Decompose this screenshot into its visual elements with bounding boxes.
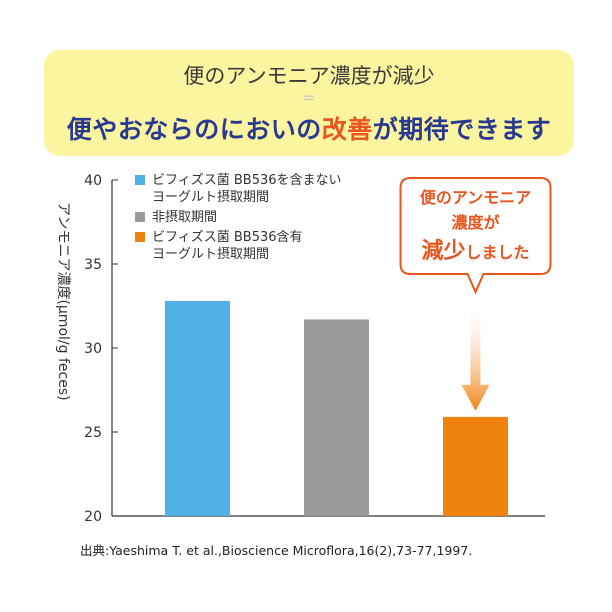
down-arrow-icon — [461, 296, 490, 411]
bar — [443, 416, 508, 516]
legend-swatch — [135, 232, 145, 242]
bar — [165, 300, 230, 516]
legend-label: 非摂取期間 — [152, 209, 217, 225]
banner-line2-highlight: 改善 — [321, 115, 373, 144]
callout-line3: 減少しました — [421, 239, 529, 264]
callout-bubble — [399, 177, 552, 295]
callout-suffix: しました — [466, 243, 530, 262]
legend-label: ヨーグルト摂取期間 — [152, 189, 269, 205]
legend-swatch — [135, 175, 145, 185]
callout-line2: 濃度が — [451, 213, 499, 232]
y-tick-label: 35 — [84, 257, 102, 273]
callout-emphasis: 減少 — [421, 239, 465, 264]
banner-line1: 便のアンモニア濃度が減少 — [183, 64, 435, 88]
banner-line2-part2: が期待できます — [372, 115, 552, 144]
callout-line1: 便のアンモニア — [420, 188, 531, 207]
y-tick-label: 30 — [84, 341, 102, 357]
source-citation: 出典:Yaeshima T. et al.,Bioscience Microfl… — [80, 543, 473, 558]
legend-label: ヨーグルト摂取期間 — [152, 246, 269, 262]
legend-label: ビフィズス菌 BB536含有 — [152, 229, 303, 245]
y-tick-label: 25 — [84, 425, 102, 441]
legend-swatch — [135, 212, 145, 222]
y-tick-label: 40 — [84, 173, 102, 189]
banner-line2-part1: 便やおならのにおいの — [66, 115, 322, 144]
bar — [304, 319, 369, 516]
banner-line2: 便やおならのにおいの改善が期待できます — [44, 110, 574, 146]
headline-banner: 便のアンモニア濃度が減少 = 便やおならのにおいの改善が期待できます — [44, 50, 574, 156]
legend-label: ビフィズス菌 BB536を含まない — [152, 172, 342, 188]
equals-sign: = — [302, 88, 316, 107]
y-tick-label: 20 — [84, 509, 102, 525]
